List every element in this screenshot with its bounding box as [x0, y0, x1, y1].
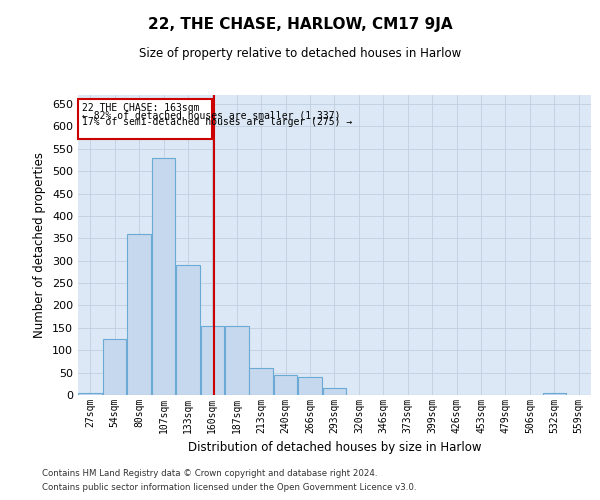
Text: ← 82% of detached houses are smaller (1,337): ← 82% of detached houses are smaller (1,… [82, 110, 340, 120]
Bar [323, 388, 346, 395]
Text: Contains HM Land Registry data © Crown copyright and database right 2024.: Contains HM Land Registry data © Crown c… [42, 468, 377, 477]
Text: 17% of semi-detached houses are larger (275) →: 17% of semi-detached houses are larger (… [82, 118, 352, 128]
X-axis label: Distribution of detached houses by size in Harlow: Distribution of detached houses by size … [188, 442, 481, 454]
Bar [152, 158, 175, 395]
Text: 22 THE CHASE: 163sqm: 22 THE CHASE: 163sqm [82, 103, 199, 113]
Bar [225, 326, 248, 395]
Bar [298, 377, 322, 395]
Bar [542, 393, 566, 395]
Text: 22, THE CHASE, HARLOW, CM17 9JA: 22, THE CHASE, HARLOW, CM17 9JA [148, 18, 452, 32]
Y-axis label: Number of detached properties: Number of detached properties [34, 152, 46, 338]
Bar [200, 326, 224, 395]
Text: Contains public sector information licensed under the Open Government Licence v3: Contains public sector information licen… [42, 484, 416, 492]
Bar [127, 234, 151, 395]
Bar [103, 339, 127, 395]
Bar [79, 393, 102, 395]
Bar [78, 100, 212, 139]
Bar [274, 375, 298, 395]
Bar [176, 265, 200, 395]
Text: Size of property relative to detached houses in Harlow: Size of property relative to detached ho… [139, 48, 461, 60]
Bar [250, 368, 273, 395]
